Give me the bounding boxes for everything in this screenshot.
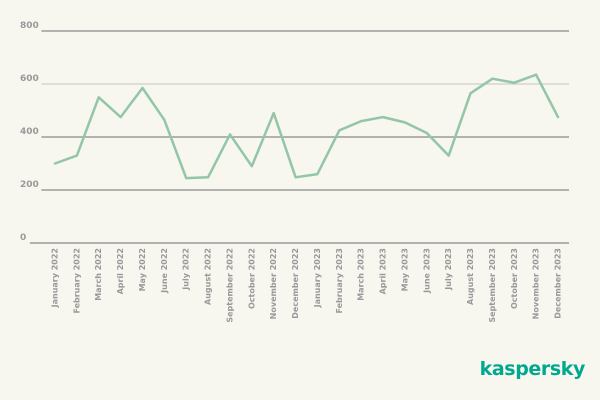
x-tick-label: November 2023 <box>532 248 541 319</box>
x-tick-label: April 2022 <box>116 248 125 294</box>
x-tick-label: August 2023 <box>466 248 475 305</box>
x-tick-label: June 2023 <box>422 248 431 294</box>
x-tick-label: March 2022 <box>94 248 103 301</box>
kaspersky-logo: kaspersky <box>479 358 586 380</box>
x-tick-label: December 2022 <box>291 248 300 319</box>
x-tick-label: September 2023 <box>488 248 497 323</box>
x-tick-label: March 2023 <box>357 248 366 301</box>
x-tick-label: February 2022 <box>72 248 81 314</box>
x-tick-label: November 2022 <box>269 248 278 319</box>
x-tick-label: May 2022 <box>138 248 147 291</box>
x-tick-label: May 2023 <box>400 248 409 291</box>
y-tick-label: 400 <box>20 127 39 137</box>
x-tick-label: October 2022 <box>247 248 256 309</box>
x-tick-label: October 2023 <box>510 248 519 309</box>
y-tick-label: 0 <box>20 233 26 243</box>
y-tick-label: 600 <box>20 74 39 84</box>
y-tick-label: 800 <box>20 21 39 31</box>
x-tick-label: January 2022 <box>51 248 60 308</box>
x-tick-label: April 2023 <box>379 248 388 294</box>
x-tick-label: December 2023 <box>554 248 563 319</box>
x-tick-label: February 2023 <box>335 248 344 314</box>
x-tick-label: September 2022 <box>225 248 234 323</box>
y-tick-label: 200 <box>20 180 39 190</box>
x-tick-label: August 2022 <box>204 248 213 305</box>
x-tick-label: June 2022 <box>160 248 169 294</box>
data-line <box>53 73 560 180</box>
x-tick-label: July 2023 <box>444 248 453 291</box>
x-tick-label: July 2022 <box>182 248 191 291</box>
x-tick-label: January 2023 <box>313 248 322 308</box>
